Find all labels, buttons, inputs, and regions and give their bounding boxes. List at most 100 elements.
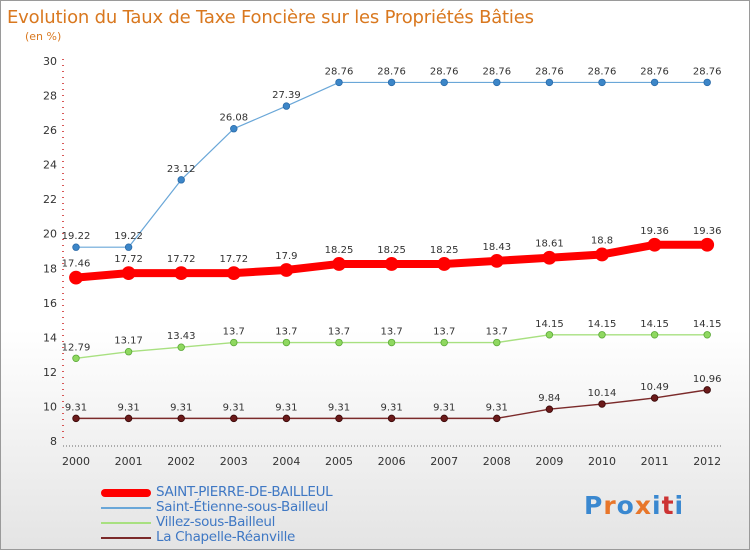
- data-point: [437, 257, 452, 271]
- data-point: [384, 257, 399, 271]
- chart-subtitle: (en %): [25, 30, 62, 43]
- data-label: 14.15: [588, 319, 617, 330]
- data-label: 17.9: [275, 251, 297, 262]
- data-point: [72, 243, 80, 251]
- data-label: 10.14: [588, 388, 617, 399]
- data-point: [545, 331, 554, 339]
- data-label: 13.17: [114, 336, 143, 347]
- data-label: 9.31: [275, 402, 297, 413]
- data-point: [703, 386, 711, 394]
- x-tick-label: 2010: [588, 455, 616, 468]
- data-label: 19.36: [693, 226, 722, 237]
- y-tick-label: 20: [43, 228, 57, 241]
- legend-swatch: [101, 489, 151, 497]
- data-point: [595, 247, 609, 262]
- data-point: [282, 414, 291, 423]
- data-label: 19.22: [62, 231, 91, 242]
- x-tick-label: 2003: [220, 455, 248, 468]
- data-point: [440, 414, 448, 423]
- data-point: [598, 400, 606, 408]
- data-point: [230, 414, 238, 423]
- data-point: [124, 414, 133, 423]
- data-label: 28.76: [430, 66, 459, 77]
- data-label: 18.61: [535, 239, 564, 250]
- data-point: [650, 78, 659, 87]
- series-points: [69, 78, 715, 423]
- data-label: 28.76: [588, 66, 617, 77]
- data-label: 13.7: [486, 327, 508, 338]
- y-tick-label: 8: [50, 435, 57, 448]
- data-label: 19.22: [114, 231, 143, 242]
- data-label: 9.84: [538, 393, 560, 404]
- data-point: [332, 257, 346, 271]
- data-point: [335, 414, 343, 423]
- y-tick-label: 26: [43, 124, 57, 137]
- data-point: [489, 253, 504, 268]
- data-label: 9.31: [65, 402, 87, 413]
- chart-title: Evolution du Taux de Taxe Foncière sur l…: [7, 7, 534, 28]
- data-point: [598, 331, 606, 339]
- data-label: 9.31: [486, 402, 508, 413]
- y-tick-label: 24: [43, 159, 57, 172]
- data-point: [335, 338, 343, 347]
- legend-label: Villez-sous-Bailleul: [156, 514, 276, 530]
- data-point: [598, 78, 606, 87]
- data-point: [226, 266, 241, 281]
- x-tick-label: 2007: [430, 455, 458, 468]
- data-point: [493, 78, 501, 87]
- y-tick-label: 16: [43, 297, 57, 310]
- data-point: [700, 237, 715, 252]
- y-tick-label: 28: [43, 90, 57, 103]
- y-tick-label: 18: [43, 262, 57, 275]
- data-label: 28.76: [325, 66, 354, 77]
- data-label: 9.31: [328, 402, 350, 413]
- data-point: [387, 78, 396, 87]
- data-label: 9.31: [433, 402, 455, 413]
- y-tick-label: 12: [43, 366, 57, 379]
- legend-label: La Chapelle-Réanville: [156, 529, 296, 545]
- data-label: 14.15: [693, 319, 722, 330]
- data-point: [493, 338, 501, 347]
- legend-swatch: [101, 522, 151, 524]
- x-tick-label: 2000: [62, 455, 90, 468]
- data-point: [124, 243, 133, 251]
- data-point: [650, 331, 659, 339]
- proxiti-logo: Proxiti: [584, 491, 685, 520]
- legend-label: SAINT-PIERRE-DE-BAILLEUL: [156, 484, 333, 500]
- series-labels: 17.46 17.72 17.72 17.72 17.9 18.25 18.25 18.25 1…: [62, 66, 722, 413]
- axes: 8 10 12 14 16 18 20 22 24 26 28 30 2000 2001 2002 2003 2…: [43, 55, 721, 468]
- data-label: 17.72: [167, 254, 196, 265]
- data-point: [542, 250, 557, 265]
- data-point: [69, 270, 83, 285]
- data-point: [440, 338, 448, 347]
- data-label: 18.25: [377, 245, 406, 256]
- data-point: [279, 263, 294, 277]
- x-tick-label: 2002: [167, 455, 195, 468]
- data-point: [282, 338, 291, 347]
- legend-label: Saint-Étienne-sous-Bailleul: [156, 499, 329, 515]
- data-label: 26.08: [219, 113, 248, 124]
- data-label: 14.15: [640, 319, 669, 330]
- data-point: [650, 394, 659, 402]
- data-point: [493, 414, 501, 423]
- data-label: 17.72: [114, 254, 143, 265]
- data-label: 13.7: [380, 327, 402, 338]
- data-point: [230, 338, 238, 347]
- data-label: 10.49: [640, 382, 669, 393]
- data-point: [545, 405, 554, 413]
- x-tick-label: 2001: [115, 455, 143, 468]
- legend-swatch: [101, 507, 151, 509]
- x-tick-label: 2004: [272, 455, 300, 468]
- data-label: 23.12: [167, 164, 196, 175]
- data-label: 14.15: [535, 319, 564, 330]
- y-tick-label: 30: [43, 55, 57, 68]
- data-point: [703, 331, 711, 339]
- data-label: 12.79: [62, 342, 91, 353]
- y-tick-label: 10: [43, 400, 57, 413]
- x-tick-label: 2011: [641, 455, 669, 468]
- data-point: [177, 176, 185, 184]
- data-label: 19.36: [640, 226, 669, 237]
- x-tick-label: 2008: [483, 455, 511, 468]
